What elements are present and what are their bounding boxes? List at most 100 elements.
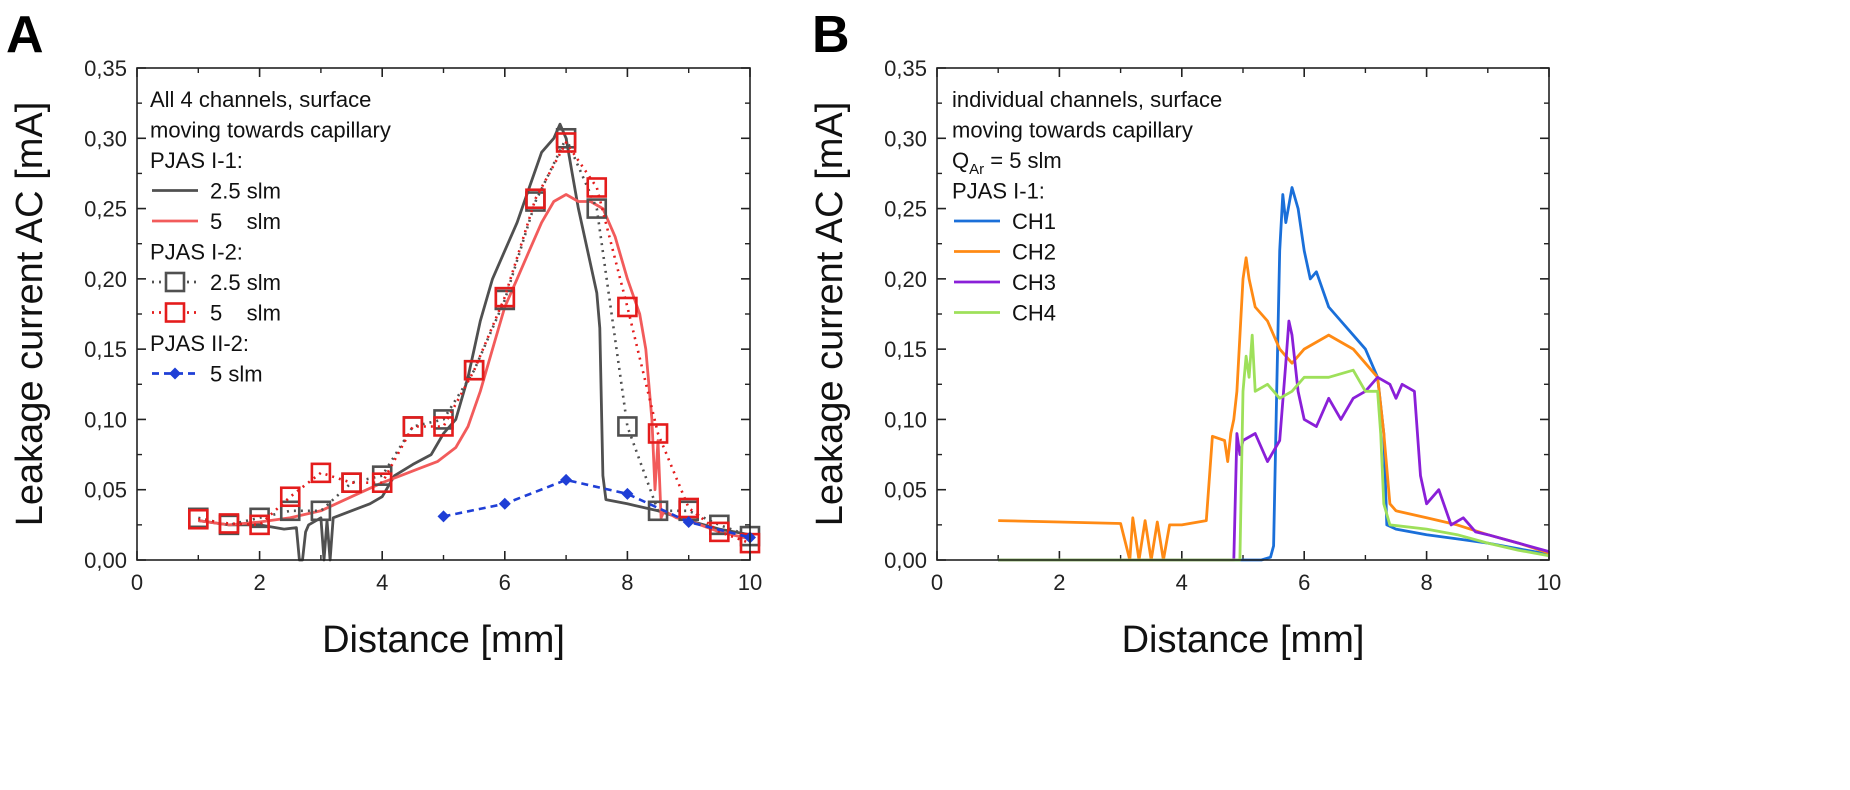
panel-b-x-tick-label: 0 <box>931 570 943 595</box>
panel-b-y-tick-label: 0,35 <box>884 56 927 81</box>
panel-a-y-tick-label: 0,00 <box>84 548 127 573</box>
panel-a-series-a_i2_25-point <box>586 198 608 219</box>
panel-a-series-a_i2_5-point <box>494 286 516 308</box>
panel-b-x-tick-label: 2 <box>1053 570 1065 595</box>
panel-a-series-a_i2_5-line <box>198 141 751 545</box>
panel-b-legend-text: PJAS I-1: <box>952 179 1045 204</box>
panel-a-series-a_i2_5-point <box>402 416 424 437</box>
panel-a-plot-frame <box>136 67 751 561</box>
panel-b-y-tick-label: 0,15 <box>884 337 927 362</box>
panel-b-legend-label: CH4 <box>1012 301 1056 326</box>
panel-b-legend-text: individual channels, surface <box>952 87 1222 112</box>
panel-a-series-a_i2_5-point <box>188 508 209 530</box>
panel-a-legend-text: PJAS I-2: <box>150 240 243 265</box>
panel-a-series-a_i2_25-point <box>402 416 424 437</box>
panel-b-x-tick-label: 4 <box>1176 570 1188 595</box>
panel-a-legend-text: moving towards capillary <box>150 118 391 143</box>
panel-a-legend-label: 5 slm <box>210 209 281 234</box>
panel-a-y-tick-label: 0,25 <box>84 197 127 222</box>
panel-a-y-tick-label: 0,05 <box>84 478 127 503</box>
panel-a-x-tick-label: 4 <box>376 570 388 595</box>
panel-b-x-axis-title: Distance [mm] <box>1122 619 1365 661</box>
panel-a-series-a_i2_25-point <box>341 472 362 493</box>
panel-b-legend-label: CH3 <box>1012 270 1056 295</box>
panel-a-series-a_i2_5-point <box>525 188 546 210</box>
panel-a-y-tick-label: 0,35 <box>84 56 127 81</box>
panel-b-series-b_ch2-line <box>998 256 1550 562</box>
panel-a-x-tick-label: 8 <box>621 570 633 595</box>
panel-b-legend-text: QAr = 5 slm <box>952 148 1062 178</box>
panel-a-series-a_ii2_5-point <box>437 510 450 523</box>
panel-b-legend: individual channels, surface moving towar… <box>952 87 1222 326</box>
panel-b-plot-frame <box>936 67 1550 561</box>
panel-a-y-tick-label: 0,30 <box>84 126 127 151</box>
panel-b-series <box>998 186 1550 562</box>
panel-b-y-tick-label: 0,00 <box>884 548 927 573</box>
panel-b-legend-label: CH1 <box>1012 209 1056 234</box>
panel-a-series-a_i2_5-point <box>279 486 301 508</box>
panel-a-series <box>188 122 761 562</box>
panel-a-y-tick-label: 0,15 <box>84 337 127 362</box>
panel-a-legend-marker <box>164 271 186 293</box>
panel-a-series-a_i2_5-point <box>341 472 362 493</box>
panel-b-x-tick-label: 8 <box>1420 570 1432 595</box>
panel-b-series-b_ch4-line <box>998 333 1550 562</box>
panel-b-series-b_ch3-line <box>998 319 1550 562</box>
panel-a-series-a_i2_25-point <box>617 416 638 437</box>
panel-a: A 0 2 4 6 8 10 0,00 0,05 0,10 0,15 0,20 0,25 0,30 0,3… <box>6 6 762 661</box>
panel-a-legend-text: PJAS I-1: <box>150 148 243 173</box>
panel-b-y-tick-label: 0,10 <box>884 407 927 432</box>
panel-b-legend-text: moving towards capillary <box>952 118 1193 143</box>
panel-a-x-tick-label: 10 <box>738 570 762 595</box>
panel-a-series-a_ii2_5-line <box>443 478 751 539</box>
panel-b-legend-label: CH2 <box>1012 240 1056 265</box>
panel-b-y-axis-title: Leakage current AC [mA] <box>809 102 851 527</box>
panel-a-series-a_i2_5-point <box>709 521 730 543</box>
panel-b-x-tick-label: 6 <box>1298 570 1310 595</box>
panel-a-series-a_ii2_5-point <box>621 487 634 500</box>
panel-a-series-a_i2_25-point <box>279 500 301 522</box>
panel-a-series-a_i2_25-point <box>310 500 332 522</box>
panel-a-series-a_i2_5-point <box>310 462 332 484</box>
panel-letter-a: A <box>6 6 44 64</box>
panel-a-x-tick-label: 0 <box>131 570 143 595</box>
panel-b-y-tick-label: 0,05 <box>884 478 927 503</box>
panel-a-y-axis-title: Leakage current AC [mA] <box>9 102 51 527</box>
panel-a-series-a_i2_5-point <box>249 514 270 536</box>
panel-a-series-a_ii2_5-point <box>560 473 573 486</box>
panel-a-legend-marker <box>164 302 186 323</box>
panel-a-legend-text: All 4 channels, surface <box>150 87 371 112</box>
panel-b: B 0 2 4 6 8 10 0,00 0,05 0,10 0,15 0,20 0,25 0,30 0,3… <box>809 6 1561 661</box>
panel-a-series-a_i2_5-point <box>371 472 393 493</box>
panel-a-legend: All 4 channels, surface moving towards ca… <box>150 87 391 387</box>
panel-b-y-tick-label: 0,30 <box>884 126 927 151</box>
panel-a-series-a_i2_5-point <box>647 423 669 444</box>
panel-a-series-a_i2_5-point <box>617 296 638 318</box>
panel-b-series-b_ch1-line <box>998 186 1550 562</box>
panel-a-y-tick-label: 0,20 <box>84 267 127 292</box>
panel-a-ticks: 0 2 4 6 8 10 0,00 0,05 0,10 0,15 0,20 0,25 0,30 0,35 <box>84 56 762 595</box>
panel-a-series-a_i1_25-line <box>198 122 751 562</box>
panel-a-legend-marker <box>169 367 181 380</box>
panel-a-legend-label: 2.5 slm <box>210 270 281 295</box>
panel-a-series-a_i2_5-point <box>218 513 240 534</box>
panel-a-series-a_ii2_5-point <box>682 516 695 529</box>
panel-b-y-tick-label: 0,25 <box>884 197 927 222</box>
panel-a-series-a_i2_5-point <box>586 177 608 198</box>
panel-a-x-tick-label: 2 <box>253 570 265 595</box>
panel-letter-b: B <box>812 6 850 64</box>
panel-a-series-a_i2_5-point <box>463 359 485 381</box>
panel-a-legend-label: 5 slm <box>210 362 263 387</box>
panel-b-ticks: 0 2 4 6 8 10 0,00 0,05 0,10 0,15 0,20 0,25 0,30 0,35 <box>884 56 1561 595</box>
panel-a-legend-label: 2.5 slm <box>210 179 281 204</box>
panel-a-x-tick-label: 6 <box>499 570 511 595</box>
panel-b-x-tick-label: 10 <box>1537 570 1561 595</box>
panel-a-legend-label: 5 slm <box>210 301 281 326</box>
panel-a-y-tick-label: 0,10 <box>84 407 127 432</box>
panel-a-legend-text: PJAS II-2: <box>150 331 249 356</box>
panel-a-series-a_i2_25-line <box>198 137 751 538</box>
panel-a-series-a_ii2_5-point <box>498 497 511 510</box>
panel-a-x-axis-title: Distance [mm] <box>322 619 565 661</box>
panel-b-y-tick-label: 0,20 <box>884 267 927 292</box>
